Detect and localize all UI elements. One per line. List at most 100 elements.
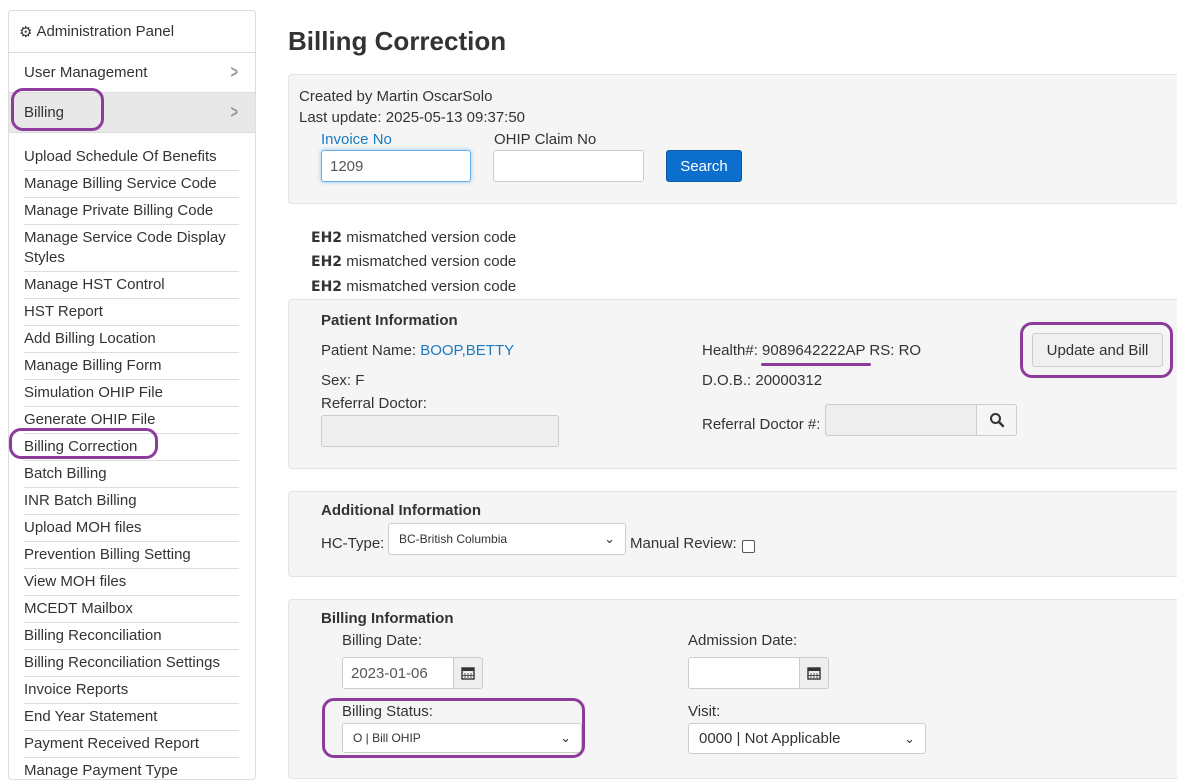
submenu-item[interactable]: Manage Service Code Display Styles [24,225,239,272]
submenu-item[interactable]: Payment Received Report [24,731,239,758]
chevron-right-icon: > [231,102,239,122]
billing-date-input[interactable] [342,657,455,689]
referral-search-button[interactable] [976,404,1017,436]
search-icon [989,413,1004,428]
hc-type-select[interactable]: BC-British Columbia ⌄ [388,523,626,555]
sidebar-item-billing[interactable]: Billing > [9,93,255,133]
submenu-item[interactable]: HST Report [24,299,239,326]
error-line: EH2 mismatched version code [311,229,516,246]
submenu-item[interactable]: Upload MOH files [24,515,239,542]
health-value: 9089642222AP [762,342,866,359]
dob-value: 20000312 [755,372,823,389]
sidebar-header-label: Administration Panel [36,23,175,40]
gear-icon: ⚙ [19,23,33,41]
admission-date-label: Admission Date: [688,632,798,649]
submenu-item[interactable]: Prevention Billing Setting [24,542,239,569]
submenu-item[interactable]: Batch Billing [24,461,239,488]
submenu-item-billing-correction[interactable]: Billing Correction [24,434,239,461]
billing-date-label: Billing Date: [342,632,423,649]
sidebar-item-user-management[interactable]: User Management > [9,53,255,93]
visit-select[interactable]: 0000 | Not Applicable ⌄ [688,723,926,754]
invoice-label: Invoice No [321,131,392,148]
ohip-claim-input[interactable] [493,150,644,182]
error-line: EH2 mismatched version code [311,278,516,295]
error-line: EH2 mismatched version code [311,253,516,270]
submenu-item[interactable]: View MOH files [24,569,239,596]
sex-row: Sex: F [321,372,364,389]
submenu-item[interactable]: Billing Reconciliation [24,623,239,650]
submenu-item[interactable]: Manage HST Control [24,272,239,299]
billing-status-select[interactable]: O | Bill OHIP ⌄ [342,723,582,753]
admission-date-input[interactable] [688,657,801,689]
visit-value: 0000 | Not Applicable [699,730,841,747]
billing-info-title: Billing Information [321,610,454,627]
created-by: Created by Martin OscarSolo [299,88,493,105]
calendar-icon [807,667,821,680]
patient-info-title: Patient Information [321,312,458,329]
sex-value: F [355,372,365,389]
hc-type-label: HC-Type: [321,535,385,552]
chevron-down-icon: ⌄ [560,730,571,745]
health-number-row: Health#: 9089642222AP RS: RO [702,342,921,359]
submenu-item[interactable]: Simulation OHIP File [24,380,239,407]
dob-label: D.O.B.: [702,372,752,389]
referral-doctor-input [321,415,559,447]
submenu-item[interactable]: INR Batch Billing [24,488,239,515]
error-code: EH2 [311,230,343,246]
error-code: EH2 [311,279,343,295]
sidebar-item-label: Billing [24,104,65,121]
admin-sidebar: ⚙ Administration Panel User Management >… [8,10,256,780]
error-message: mismatched version code [346,253,517,270]
page-title: Billing Correction [288,26,507,56]
submenu-item[interactable]: Add Billing Location [24,326,239,353]
submenu-item[interactable]: Billing Reconciliation Settings [24,650,239,677]
submenu-item[interactable]: Manage Billing Form [24,353,239,380]
health-label: Health#: [702,342,758,359]
billing-submenu: Upload Schedule Of Benefits Manage Billi… [9,133,255,779]
patient-name-row: Patient Name: BOOP,BETTY [321,342,514,359]
error-message: mismatched version code [346,278,517,295]
hc-type-value: BC-British Columbia [399,532,508,546]
referral-doctor-num-label: Referral Doctor #: [702,416,821,433]
chevron-down-icon: ⌄ [604,531,615,546]
billing-status-value: O | Bill OHIP [353,731,421,745]
calendar-icon [461,667,475,680]
submenu-item[interactable]: Manage Billing Service Code [24,171,239,198]
update-and-bill-button[interactable]: Update and Bill [1032,333,1163,367]
patient-name-link[interactable]: BOOP,BETTY [420,342,515,359]
error-message: mismatched version code [346,229,517,246]
manual-review-label: Manual Review: [630,535,737,552]
manual-review-checkbox[interactable] [742,540,755,553]
ohip-claim-label: OHIP Claim No [494,131,597,148]
sex-label: Sex: [321,372,352,389]
sidebar-item-label: User Management [24,64,148,81]
visit-label: Visit: [688,703,721,720]
chevron-right-icon: > [231,62,239,82]
calendar-button[interactable] [799,657,829,689]
additional-info-title: Additional Information [321,502,481,519]
health-number-underline [761,363,871,366]
invoice-input[interactable] [321,150,471,182]
submenu-item[interactable]: Manage Payment Type [24,758,239,779]
submenu-item[interactable]: Upload Schedule Of Benefits [24,144,239,171]
submenu-item[interactable]: Invoice Reports [24,677,239,704]
submenu-item[interactable]: Generate OHIP File [24,407,239,434]
error-code: EH2 [311,254,343,270]
calendar-button[interactable] [453,657,483,689]
billing-status-label: Billing Status: [342,703,433,720]
invoice-search-panel [288,74,1177,204]
submenu-item[interactable]: End Year Statement [24,704,239,731]
rs-label: RS: [869,342,895,359]
patient-name-label: Patient Name: [321,342,417,359]
patient-info-panel [288,299,1177,469]
last-update: Last update: 2025-05-13 09:37:50 [299,109,526,126]
search-button[interactable]: Search [666,150,742,182]
rs-value: RO [898,342,922,359]
dob-row: D.O.B.: 20000312 [702,372,822,389]
sidebar-header: ⚙ Administration Panel [9,11,255,53]
submenu-item[interactable]: MCEDT Mailbox [24,596,239,623]
referral-doctor-label: Referral Doctor: [321,395,427,412]
referral-doctor-num-input [825,404,977,436]
chevron-down-icon: ⌄ [904,730,915,746]
submenu-item[interactable]: Manage Private Billing Code [24,198,239,225]
